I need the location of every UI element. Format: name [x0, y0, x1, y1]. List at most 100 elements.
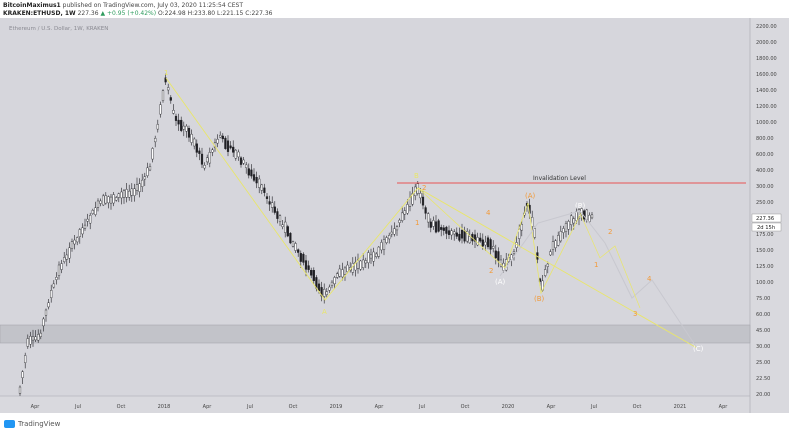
candle-body — [276, 211, 279, 219]
candle-body — [328, 286, 331, 291]
candle-body — [52, 283, 55, 288]
projection-label-1: 1 — [594, 261, 598, 269]
candle-body — [354, 261, 357, 271]
candle-body — [567, 221, 570, 230]
candle-body — [289, 232, 292, 244]
candle-body — [96, 200, 100, 208]
price-axis-label: 2000.00 — [756, 40, 777, 46]
candle-body — [167, 87, 170, 91]
price-chart[interactable]: Ethereum / U.S. Dollar, 1W, KRAKEN Inval… — [0, 18, 789, 413]
price-axis-label: 2200.00 — [756, 24, 777, 30]
price-axis-label: 1600.00 — [756, 72, 777, 78]
candle-body — [330, 281, 334, 286]
candle-body — [57, 264, 61, 276]
time-axis-label: Apr — [375, 404, 385, 410]
candle-body — [47, 302, 50, 308]
candle-body — [263, 187, 266, 193]
candle-body — [401, 212, 404, 221]
price-axis-label: 30.00 — [756, 344, 770, 350]
author-name[interactable]: BitcoinMaximus1 — [3, 2, 61, 9]
candle-body — [369, 254, 373, 259]
symbol-info: KRAKEN:ETHUSD, 1W 227.36 ▲ +0.95 (+0.42%… — [3, 10, 272, 17]
candle-body — [570, 215, 573, 226]
candle-body — [393, 228, 396, 235]
candle-body — [24, 355, 27, 363]
candle-body — [112, 194, 115, 204]
candle-body — [21, 371, 24, 378]
candle-body — [481, 239, 484, 247]
candle-body — [195, 143, 198, 153]
time-axis-label: Oct — [461, 404, 470, 410]
candle-body — [520, 224, 523, 231]
price-change: +0.95 (+0.42%) — [107, 10, 157, 17]
projection-subwave-path — [579, 212, 641, 309]
candle-body — [135, 184, 139, 191]
brand-name[interactable]: TradingView — [18, 420, 61, 428]
candle-body — [590, 214, 594, 219]
candle-body — [180, 119, 183, 131]
candle-body — [312, 270, 315, 282]
candle-body — [304, 260, 308, 270]
candle-body — [492, 246, 495, 249]
published-text: published on TradingView.com, July 03, 2… — [62, 2, 243, 9]
price-axis-label: 100.00 — [756, 280, 774, 286]
price-axis-label: 1200.00 — [756, 104, 777, 110]
candle-body — [148, 166, 152, 171]
candle-body — [380, 242, 383, 251]
candle-body — [161, 90, 165, 101]
candle-body — [302, 253, 305, 263]
candle-body — [237, 151, 240, 158]
candle-body — [377, 246, 380, 257]
candle-body — [65, 254, 68, 260]
price-axis-label: 22.50 — [756, 376, 770, 382]
candle-body — [31, 336, 35, 341]
candle-body — [83, 224, 87, 229]
candle-body — [260, 184, 263, 191]
candle-body — [120, 191, 123, 199]
time-axis-label: Apr — [31, 404, 41, 410]
candle-body — [533, 228, 536, 238]
candle-body — [411, 193, 414, 205]
candle-body — [317, 283, 321, 292]
wave-label-paren-B-orange: (B) — [534, 295, 545, 303]
candle-body — [299, 253, 302, 262]
candle-body — [99, 200, 102, 204]
candlestick-series — [18, 73, 594, 396]
candle-body — [432, 220, 435, 227]
price-axis-label: 75.00 — [756, 296, 770, 302]
candle-body — [29, 336, 32, 345]
elliott-wave-lines — [165, 77, 698, 349]
tradingview-branding: TradingView — [4, 420, 60, 428]
candle-body — [239, 157, 243, 165]
last-price: 227.36 — [77, 10, 99, 17]
candle-body — [273, 206, 276, 213]
projection-label-3: 3 — [633, 310, 637, 318]
candle-body — [208, 152, 211, 164]
candle-body — [463, 230, 466, 242]
candle-body — [128, 190, 131, 198]
candle-body — [445, 226, 448, 234]
candle-body — [346, 264, 349, 273]
candle-body — [156, 124, 159, 130]
time-axis-background — [0, 396, 750, 413]
candle-body — [34, 336, 37, 341]
candle-body — [546, 263, 549, 267]
price-axis-label: 125.00 — [756, 264, 774, 270]
candle-body — [268, 201, 271, 205]
candle-body — [198, 150, 201, 154]
candle-body — [146, 167, 149, 176]
candle-body — [141, 179, 144, 187]
price-axis-label: 60.00 — [756, 312, 770, 318]
candle-body — [364, 260, 367, 264]
candle-body — [572, 218, 575, 224]
symbol-label[interactable]: KRAKEN:ETHUSD, 1W — [3, 10, 76, 17]
candle-body — [291, 241, 295, 247]
last-price-tag — [751, 213, 782, 223]
candle-body — [575, 211, 578, 221]
price-axis-label: 1000.00 — [756, 120, 777, 126]
time-axis-label: Oct — [633, 404, 642, 410]
candle-body — [286, 226, 289, 237]
countdown-tag — [751, 222, 782, 232]
candle-body — [44, 309, 48, 316]
candle-body — [159, 104, 162, 115]
